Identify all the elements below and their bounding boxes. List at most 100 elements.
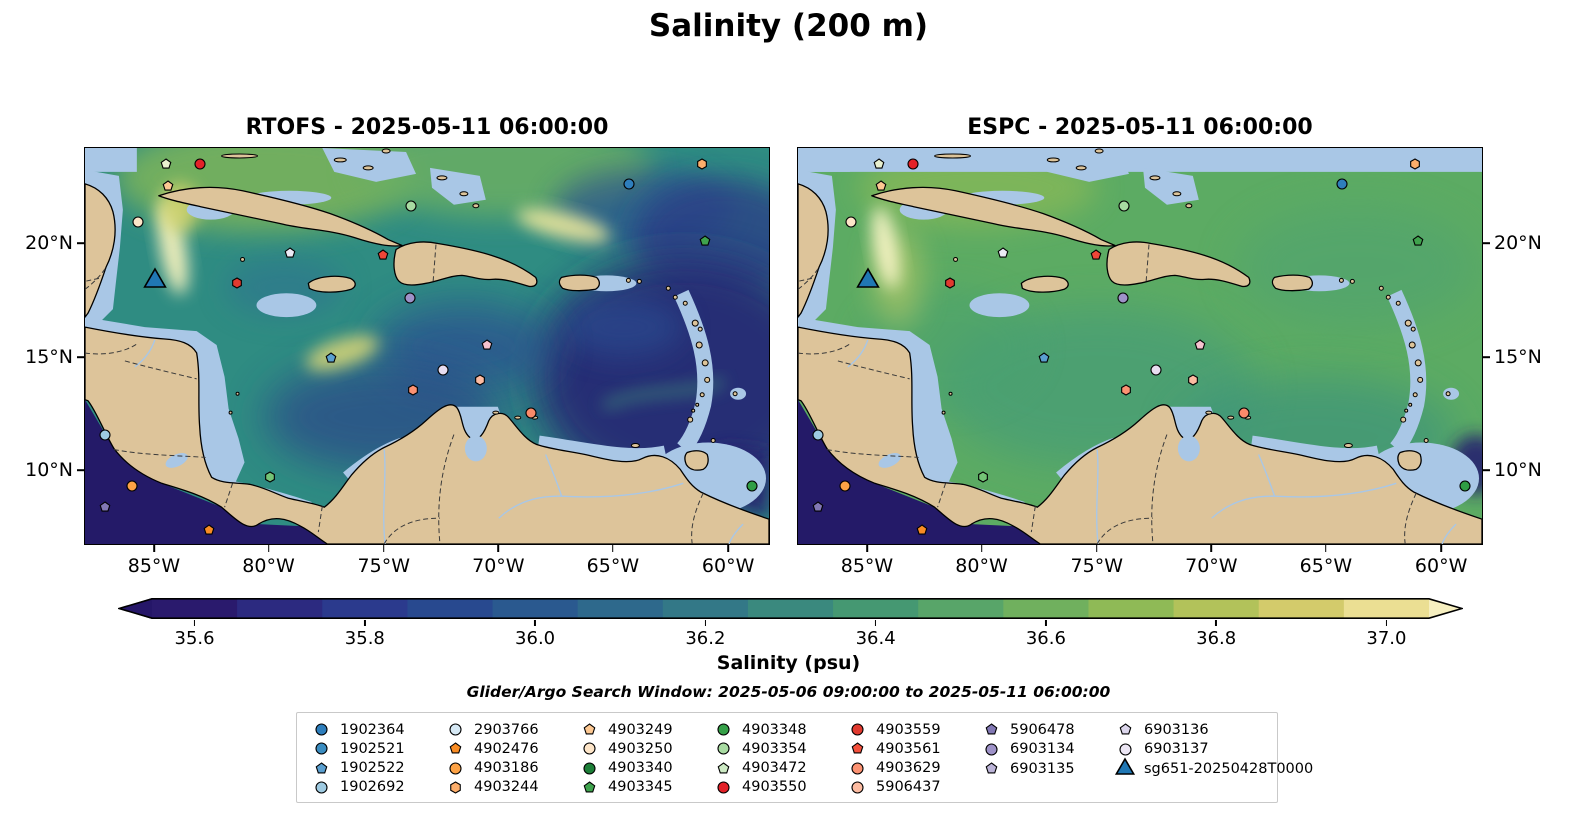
legend-entry-4903354: 4903354 <box>711 739 845 758</box>
circle-marker-icon <box>1113 743 1137 756</box>
circle-marker-icon <box>443 723 467 736</box>
panel-espc-title: ESPC - 2025-05-11 06:00:00 <box>967 115 1313 140</box>
hexagon-float-marker <box>1120 384 1132 396</box>
legend-entry-4903250: 4903250 <box>577 739 711 758</box>
rtofs-marker-layer <box>85 148 769 544</box>
circle-marker-icon <box>845 781 869 794</box>
x-tick <box>980 545 983 552</box>
x-tick <box>153 545 155 552</box>
espc-marker-layer <box>798 148 1482 544</box>
legend-entry-4903472: 4903472 <box>711 759 845 778</box>
legend-label: 4903186 <box>474 760 539 777</box>
legend-label: 4903354 <box>742 740 807 757</box>
hexagon-float-marker <box>1409 158 1421 170</box>
legend-label: 6903137 <box>1144 741 1209 758</box>
legend-label: 1902364 <box>340 721 405 738</box>
x-tick-label: 80°W <box>242 555 295 577</box>
colorbar-tick: 36.8 <box>1196 620 1236 649</box>
colorbar-tick: 36.0 <box>515 620 555 649</box>
legend-entry-4903345: 4903345 <box>577 778 711 797</box>
colorbar-tick: 35.6 <box>175 620 215 649</box>
legend-entry-sg651-20250428T0000: sg651-20250428T0000 <box>1113 757 1314 780</box>
legend-label: 4903559 <box>876 721 941 738</box>
colorbar-tick-label: 36.6 <box>1025 628 1066 649</box>
pentagon-float-marker <box>160 158 172 170</box>
hexagon-float-marker <box>407 384 419 396</box>
hexagon-float-marker <box>944 277 956 290</box>
x-tick <box>866 545 868 552</box>
pentagon-float-marker <box>812 501 824 513</box>
circle-float-marker <box>437 364 449 376</box>
colorbar-tick-label: 36.2 <box>685 628 726 649</box>
y-tick <box>77 356 84 358</box>
x-tick-label: 80°W <box>955 555 1008 577</box>
circle-float-marker <box>99 429 111 442</box>
circle-float-marker <box>623 178 636 190</box>
legend-label: 4902476 <box>474 740 539 757</box>
legend-entry-6903135: 6903135 <box>979 759 1113 779</box>
legend-column: 4903249 4903250 4903340 4903345 <box>577 720 711 797</box>
pentagon-float-marker <box>875 179 887 192</box>
y-tick <box>1483 242 1490 244</box>
circle-marker-icon <box>711 781 735 794</box>
circle-float-marker <box>1118 200 1130 212</box>
pentagon-float-marker <box>325 352 337 364</box>
legend-entry-1902522: 1902522 <box>309 759 443 778</box>
legend-entry-4903348: 4903348 <box>711 720 845 739</box>
legend-label: 4903472 <box>742 760 807 777</box>
circle-marker-icon <box>577 742 601 755</box>
y-tick-label: 10°N <box>1494 459 1542 482</box>
pentagon-float-marker <box>699 235 711 247</box>
pentagon-float-marker <box>997 246 1009 259</box>
legend-label: 5906478 <box>1010 721 1075 738</box>
x-tick-label: 75°W <box>357 555 411 577</box>
colorbar-tick-label: 36.0 <box>515 628 556 649</box>
colorbar-tick-label: 35.6 <box>174 628 215 649</box>
legend-entry-4902476: 4902476 <box>443 739 577 758</box>
colorbar-tick: 36.4 <box>856 620 896 649</box>
x-tick <box>382 545 385 552</box>
legend-label: 1902522 <box>340 760 405 777</box>
colorbar-tick-label: 35.8 <box>344 628 385 649</box>
triangle-marker-icon <box>1113 757 1137 780</box>
circle-float-marker <box>132 216 144 228</box>
legend-entry-6903137: 6903137 <box>1113 740 1313 760</box>
x-tick-label: 85°W <box>127 555 181 577</box>
colorbar-svg <box>116 598 1465 619</box>
pentagon-float-marker <box>1412 235 1424 247</box>
panel-rtofs: RTOFS - 2025-05-11 06:00:00 85°W 80°W 75°W… <box>25 115 770 577</box>
legend-column: 5906478 6903134 6903135 <box>979 720 1113 797</box>
circle-float-marker <box>1238 406 1250 419</box>
pentagon-marker-icon <box>577 723 601 736</box>
legend-label: 4903629 <box>876 760 941 777</box>
x-tick <box>727 545 729 552</box>
pentagon-float-marker <box>162 179 174 192</box>
circle-float-marker <box>839 480 851 492</box>
colorbar-tick-label: 37.0 <box>1366 628 1407 649</box>
circle-float-marker <box>1459 480 1471 492</box>
circle-marker-icon <box>711 742 735 755</box>
legend-entry-4903244: 4903244 <box>443 778 577 797</box>
pentagon-float-marker <box>1038 352 1050 364</box>
legend-entry-6903134: 6903134 <box>979 740 1113 760</box>
legend-label: 4903250 <box>608 740 673 757</box>
y-tick-label: 10°N <box>25 459 73 482</box>
legend-column: 6903136 6903137 sg651-20250428T0000 <box>1113 720 1313 797</box>
legend-entry-5906437: 5906437 <box>845 778 979 797</box>
legend-entry-4903186: 4903186 <box>443 759 577 778</box>
legend-entry-4903340: 4903340 <box>577 759 711 778</box>
legend: 1902364 1902521 1902522 1902692 2903766 49024… <box>296 712 1313 803</box>
pentagon-marker-icon <box>577 781 601 794</box>
legend-column: 1902364 1902521 1902522 1902692 <box>309 720 443 797</box>
legend-label: 4903561 <box>876 740 941 757</box>
search-window-annotation: Glider/Argo Search Window: 2025-05-06 09… <box>466 683 1111 701</box>
legend-label: sg651-20250428T0000 <box>1144 760 1314 777</box>
circle-float-marker <box>907 158 919 170</box>
legend-label: 4903550 <box>742 779 807 796</box>
legend-entry-2903766: 2903766 <box>443 720 577 739</box>
y-tick-label: 15°N <box>1494 346 1542 369</box>
circle-marker-icon <box>443 762 467 775</box>
x-tick <box>1095 545 1098 552</box>
hexagon-float-marker <box>474 374 486 386</box>
pentagon-float-marker <box>1194 339 1206 351</box>
